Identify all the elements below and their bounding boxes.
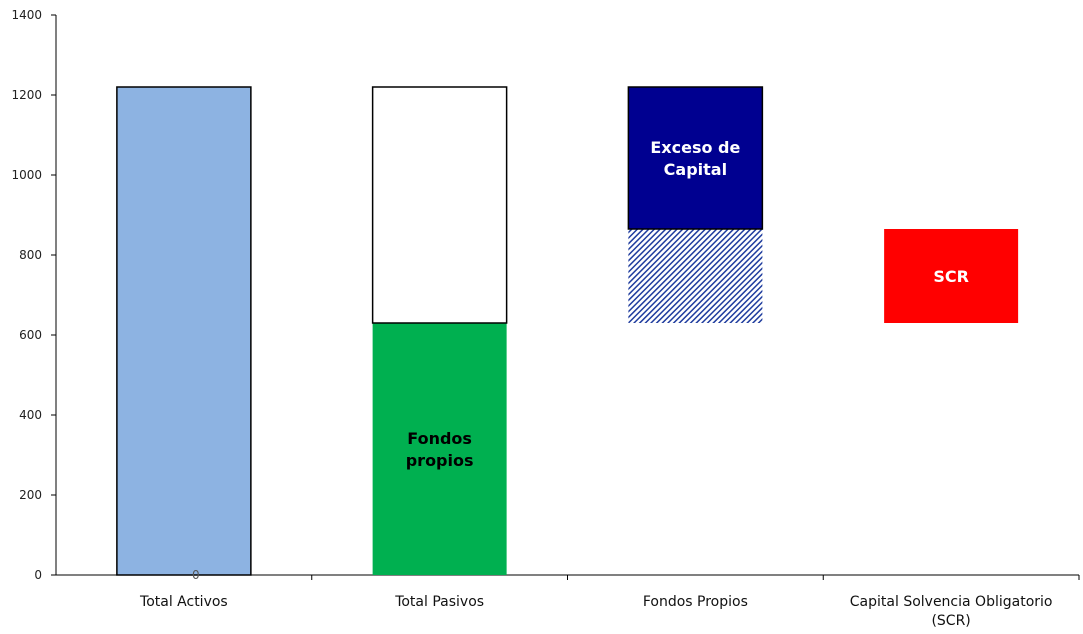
- y-tick-label: 200: [19, 488, 42, 502]
- bar-segment: [884, 229, 1019, 323]
- data-label: 0: [192, 568, 200, 582]
- segment-label: SCR: [933, 267, 969, 286]
- x-category-label: Fondos Propios: [643, 594, 748, 610]
- x-category-label: Capital Solvencia Obligatorio (SCR): [850, 594, 1053, 629]
- y-tick-label: 600: [19, 328, 42, 342]
- y-tick-label: 800: [19, 248, 42, 262]
- bars: [116, 86, 1019, 576]
- y-tick-label: 1200: [11, 88, 42, 102]
- bar-segment: [116, 86, 252, 576]
- x-category-label: Total Pasivos: [394, 594, 484, 610]
- bar-segment: [372, 323, 507, 575]
- x-category-label: Total Activos: [139, 594, 228, 610]
- y-tick-label: 0: [34, 568, 42, 582]
- y-tick-label: 1000: [11, 168, 42, 182]
- bar-segment: [627, 86, 764, 230]
- bar-segment: [628, 229, 763, 323]
- segment-label: Exceso de Capital: [650, 138, 740, 179]
- y-tick-label: 400: [19, 408, 42, 422]
- segment-label: Fondos propios: [406, 429, 474, 470]
- bar-segment: [371, 86, 508, 324]
- labels: Total Activos Total Pasivos Fondos Propios…: [139, 138, 1052, 629]
- y-tick-label: 1400: [11, 8, 42, 22]
